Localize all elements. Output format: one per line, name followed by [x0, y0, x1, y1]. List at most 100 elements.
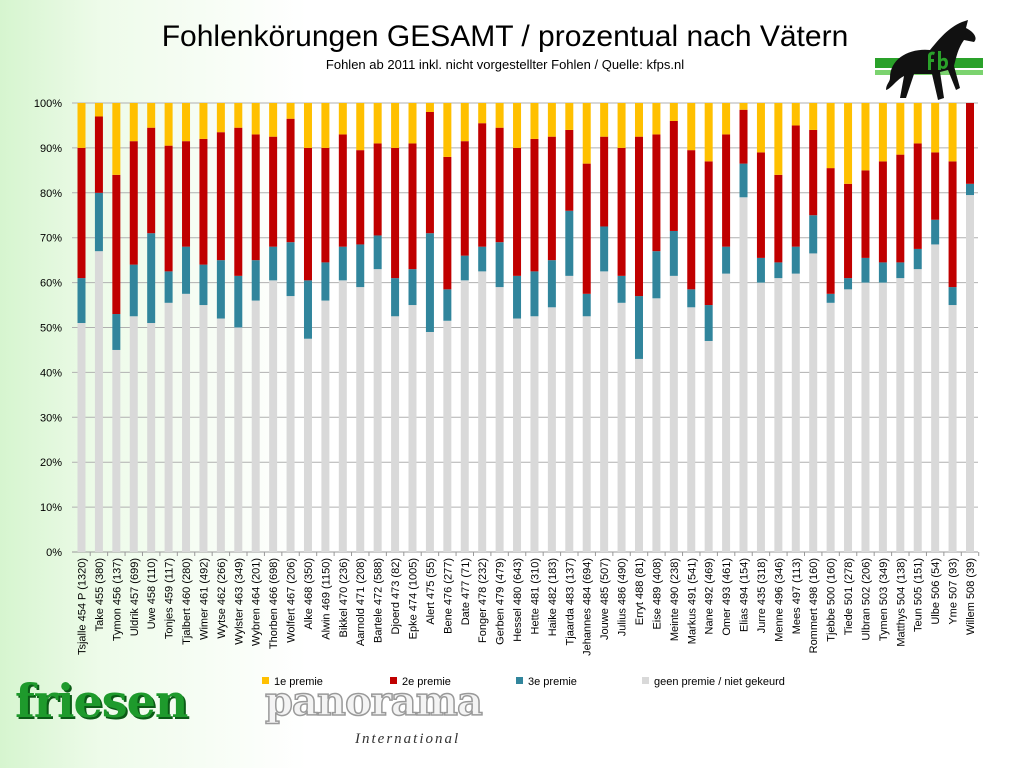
x-tick-label: Bartele 472 (588): [373, 558, 385, 643]
bar-segment-3e-50: [931, 219, 940, 245]
bar-segment-2e-39: [739, 109, 748, 164]
bar-segment-geen-18: [373, 269, 382, 552]
bar-segment-2e-50: [931, 152, 940, 220]
bar-segment-2e-15: [321, 147, 330, 263]
bar-segment-1e-45: [844, 103, 853, 184]
bar-segment-2e-18: [373, 143, 382, 236]
bar-segment-3e-27: [530, 271, 539, 317]
bar-segment-geen-9: [216, 318, 225, 552]
bar-segment-1e-11: [251, 103, 260, 135]
bar-segment-1e-30: [582, 103, 591, 164]
bar-segment-2e-42: [791, 125, 800, 247]
bar-segment-2e-17: [356, 150, 365, 245]
bar-segment-2e-33: [634, 136, 643, 297]
legend-swatch: [390, 677, 397, 684]
bar-segment-1e-51: [948, 103, 957, 162]
bar-segment-3e-42: [791, 246, 800, 274]
bar-segment-1e-24: [478, 103, 487, 124]
bar-segment-1e-7: [182, 103, 191, 142]
bar-segment-3e-21: [425, 233, 434, 332]
bar-segment-2e-40: [756, 152, 765, 258]
x-tick-label: Jouwe 485 (507): [599, 558, 611, 640]
x-tick-label: Eise 489 (408): [651, 558, 663, 630]
bar-segment-geen-1: [77, 323, 86, 552]
bar-segment-geen-16: [338, 280, 347, 552]
bar-segment-2e-1: [77, 147, 86, 279]
bar-segment-3e-29: [565, 210, 574, 276]
bar-segment-geen-28: [547, 307, 556, 552]
bar-segment-3e-13: [286, 242, 295, 297]
bar-segment-geen-26: [513, 318, 522, 552]
bar-segment-2e-11: [251, 134, 260, 261]
x-tick-label: Wybren 464 (201): [251, 558, 263, 646]
x-tick-label: Uwe 458 (110): [146, 558, 158, 629]
bar-segment-geen-45: [844, 289, 853, 552]
bar-segment-2e-32: [617, 147, 626, 276]
bar-segment-geen-15: [321, 300, 330, 552]
bar-segment-3e-51: [948, 287, 957, 306]
bar-segment-geen-2: [94, 251, 103, 553]
bar-segment-1e-31: [600, 103, 609, 137]
bar-segment-1e-13: [286, 103, 295, 119]
bar-segment-geen-49: [913, 269, 922, 552]
x-tick-label: Tymen 503 (349): [878, 558, 890, 641]
x-tick-label: Yme 507 (93): [948, 558, 960, 625]
bar-segment-2e-27: [530, 138, 539, 272]
bar-segment-3e-39: [739, 163, 748, 198]
x-tick-label: Wimer 461 (492): [198, 558, 210, 640]
bar-segment-geen-43: [809, 253, 818, 553]
bar-segment-3e-6: [164, 271, 173, 303]
x-tick-label: Jurre 435 (318): [756, 558, 768, 633]
bar-segment-2e-46: [861, 170, 870, 258]
bar-segment-2e-45: [844, 183, 853, 279]
y-tick-label: 90%: [40, 143, 62, 155]
friesenpanorama-logo: friesen panorama International: [15, 676, 535, 756]
bar-segment-1e-40: [756, 103, 765, 153]
y-tick-label: 30%: [40, 412, 62, 424]
bar-segment-1e-42: [791, 103, 800, 126]
x-tick-label: Tonjes 459 (117): [164, 558, 176, 639]
bar-segment-3e-44: [826, 293, 835, 303]
bar-segment-2e-35: [669, 120, 678, 231]
bar-segment-geen-31: [600, 271, 609, 552]
bar-segment-2e-8: [199, 138, 208, 265]
x-tick-label: Epke 474 (1005): [408, 558, 420, 639]
bar-segment-3e-33: [634, 296, 643, 359]
y-tick-label: 10%: [40, 502, 62, 514]
bar-segment-1e-34: [652, 103, 661, 135]
y-tick-label: 0%: [46, 547, 62, 559]
bar-segment-geen-48: [896, 278, 905, 552]
bar-segment-3e-28: [547, 260, 556, 308]
bar-segment-1e-26: [513, 103, 522, 148]
bar-segment-2e-26: [513, 147, 522, 276]
bar-segment-geen-44: [826, 302, 835, 552]
bar-segment-3e-32: [617, 275, 626, 303]
horse-logo-icon: [875, 20, 983, 100]
x-tick-label: Ulbe 506 (54): [930, 558, 942, 625]
bar-segment-3e-20: [408, 269, 417, 306]
bar-segment-1e-19: [391, 103, 400, 148]
legend-swatch: [262, 677, 269, 684]
bar-segment-1e-4: [129, 103, 138, 142]
bar-segment-1e-6: [164, 103, 173, 146]
bar-segment-geen-34: [652, 298, 661, 552]
bar-segment-1e-5: [147, 103, 156, 128]
brand-main: friesen: [15, 674, 188, 728]
x-tick-label: Meinte 490 (238): [669, 558, 681, 641]
bar-segment-2e-25: [495, 127, 504, 243]
bar-segment-2e-41: [774, 174, 783, 263]
bar-segment-geen-5: [147, 323, 156, 552]
x-tick-label: Hette 481 (310): [529, 558, 541, 634]
bar-segment-2e-43: [809, 129, 818, 216]
bar-segment-3e-48: [896, 262, 905, 279]
bar-segment-1e-29: [565, 103, 574, 130]
bar-segment-geen-42: [791, 273, 800, 552]
x-tick-label: Markus 491 (541): [686, 558, 698, 644]
bar-segment-2e-2: [94, 116, 103, 193]
x-tick-label: Wolfert 467 (206): [286, 558, 298, 643]
bar-segment-3e-24: [478, 246, 487, 272]
x-tick-label: Omer 493 (461): [721, 558, 733, 636]
bar-segment-2e-24: [478, 123, 487, 247]
bar-segment-1e-44: [826, 103, 835, 169]
bar-segment-geen-27: [530, 316, 539, 552]
